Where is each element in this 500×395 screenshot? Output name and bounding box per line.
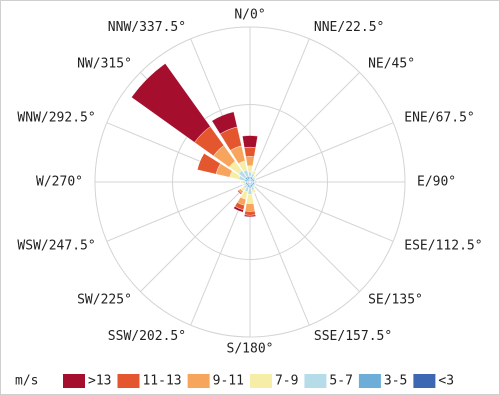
wind-wedge [242,135,258,148]
direction-label: NW/315° [77,56,132,71]
direction-label: NNW/337.5° [108,20,186,35]
legend-swatch [249,374,272,388]
legend-swatch [413,374,436,388]
direction-label: S/180° [227,342,274,357]
legend-label: 7-9 [275,374,298,389]
legend-label: 5-7 [329,374,352,389]
wind-wedge [131,63,211,143]
wind-wedge [244,146,256,158]
direction-label: ENE/67.5° [404,111,474,126]
legend-swatch [63,374,85,388]
legend-swatch [358,374,381,388]
spoke [249,181,310,326]
direction-label: ESE/112.5° [404,238,482,253]
wind-wedge [252,191,257,194]
wind-wedge [247,187,253,195]
wind-wedge [253,185,256,188]
spoke [140,181,251,292]
legend-swatch [187,374,210,388]
direction-label: WNW/292.5° [17,111,95,126]
wind-wedge [196,153,205,170]
spoke [249,72,360,183]
wind-wedge [254,175,257,178]
wind-wedge [244,210,256,216]
wind-wedge [242,183,244,187]
direction-label: SSW/202.5° [108,329,186,344]
direction-label: E/90° [417,175,456,190]
wind-wedge [237,190,242,195]
spoke [249,181,360,292]
legend-label: <3 [438,374,454,389]
wind-wedge [246,194,254,204]
direction-label: NE/45° [368,56,415,71]
direction-label: NNE/22.5° [314,20,384,35]
wind-wedge [255,183,257,186]
spoke [249,38,310,183]
wind-wedge [240,180,244,184]
legend-label: >13 [88,374,111,389]
direction-label: SSE/157.5° [314,329,392,344]
spoke [249,181,394,242]
legend-label: 11-13 [142,374,181,389]
direction-label: WSW/247.5° [17,238,95,253]
wind-wedge [248,171,252,177]
wind-wedge [245,156,255,167]
spoke [249,122,394,183]
wind-wedge [244,214,256,218]
legend-label: 3-5 [384,374,407,389]
wind-wedge [233,206,244,213]
wind-wedge [244,203,256,212]
direction-label: SE/135° [368,293,423,308]
legend-swatch [304,374,327,388]
direction-label: W/270° [36,175,83,190]
direction-label: SW/225° [77,293,132,308]
wind-wedge [247,165,253,173]
wind-wedge [211,111,238,135]
direction-label: N/0° [234,8,265,23]
legend-title: m/s [15,374,38,389]
legend-swatch [117,374,140,388]
legend-label: 9-11 [213,374,244,389]
spoke [106,181,251,242]
wind-wedge [254,180,258,184]
wind-wedge [242,180,246,184]
